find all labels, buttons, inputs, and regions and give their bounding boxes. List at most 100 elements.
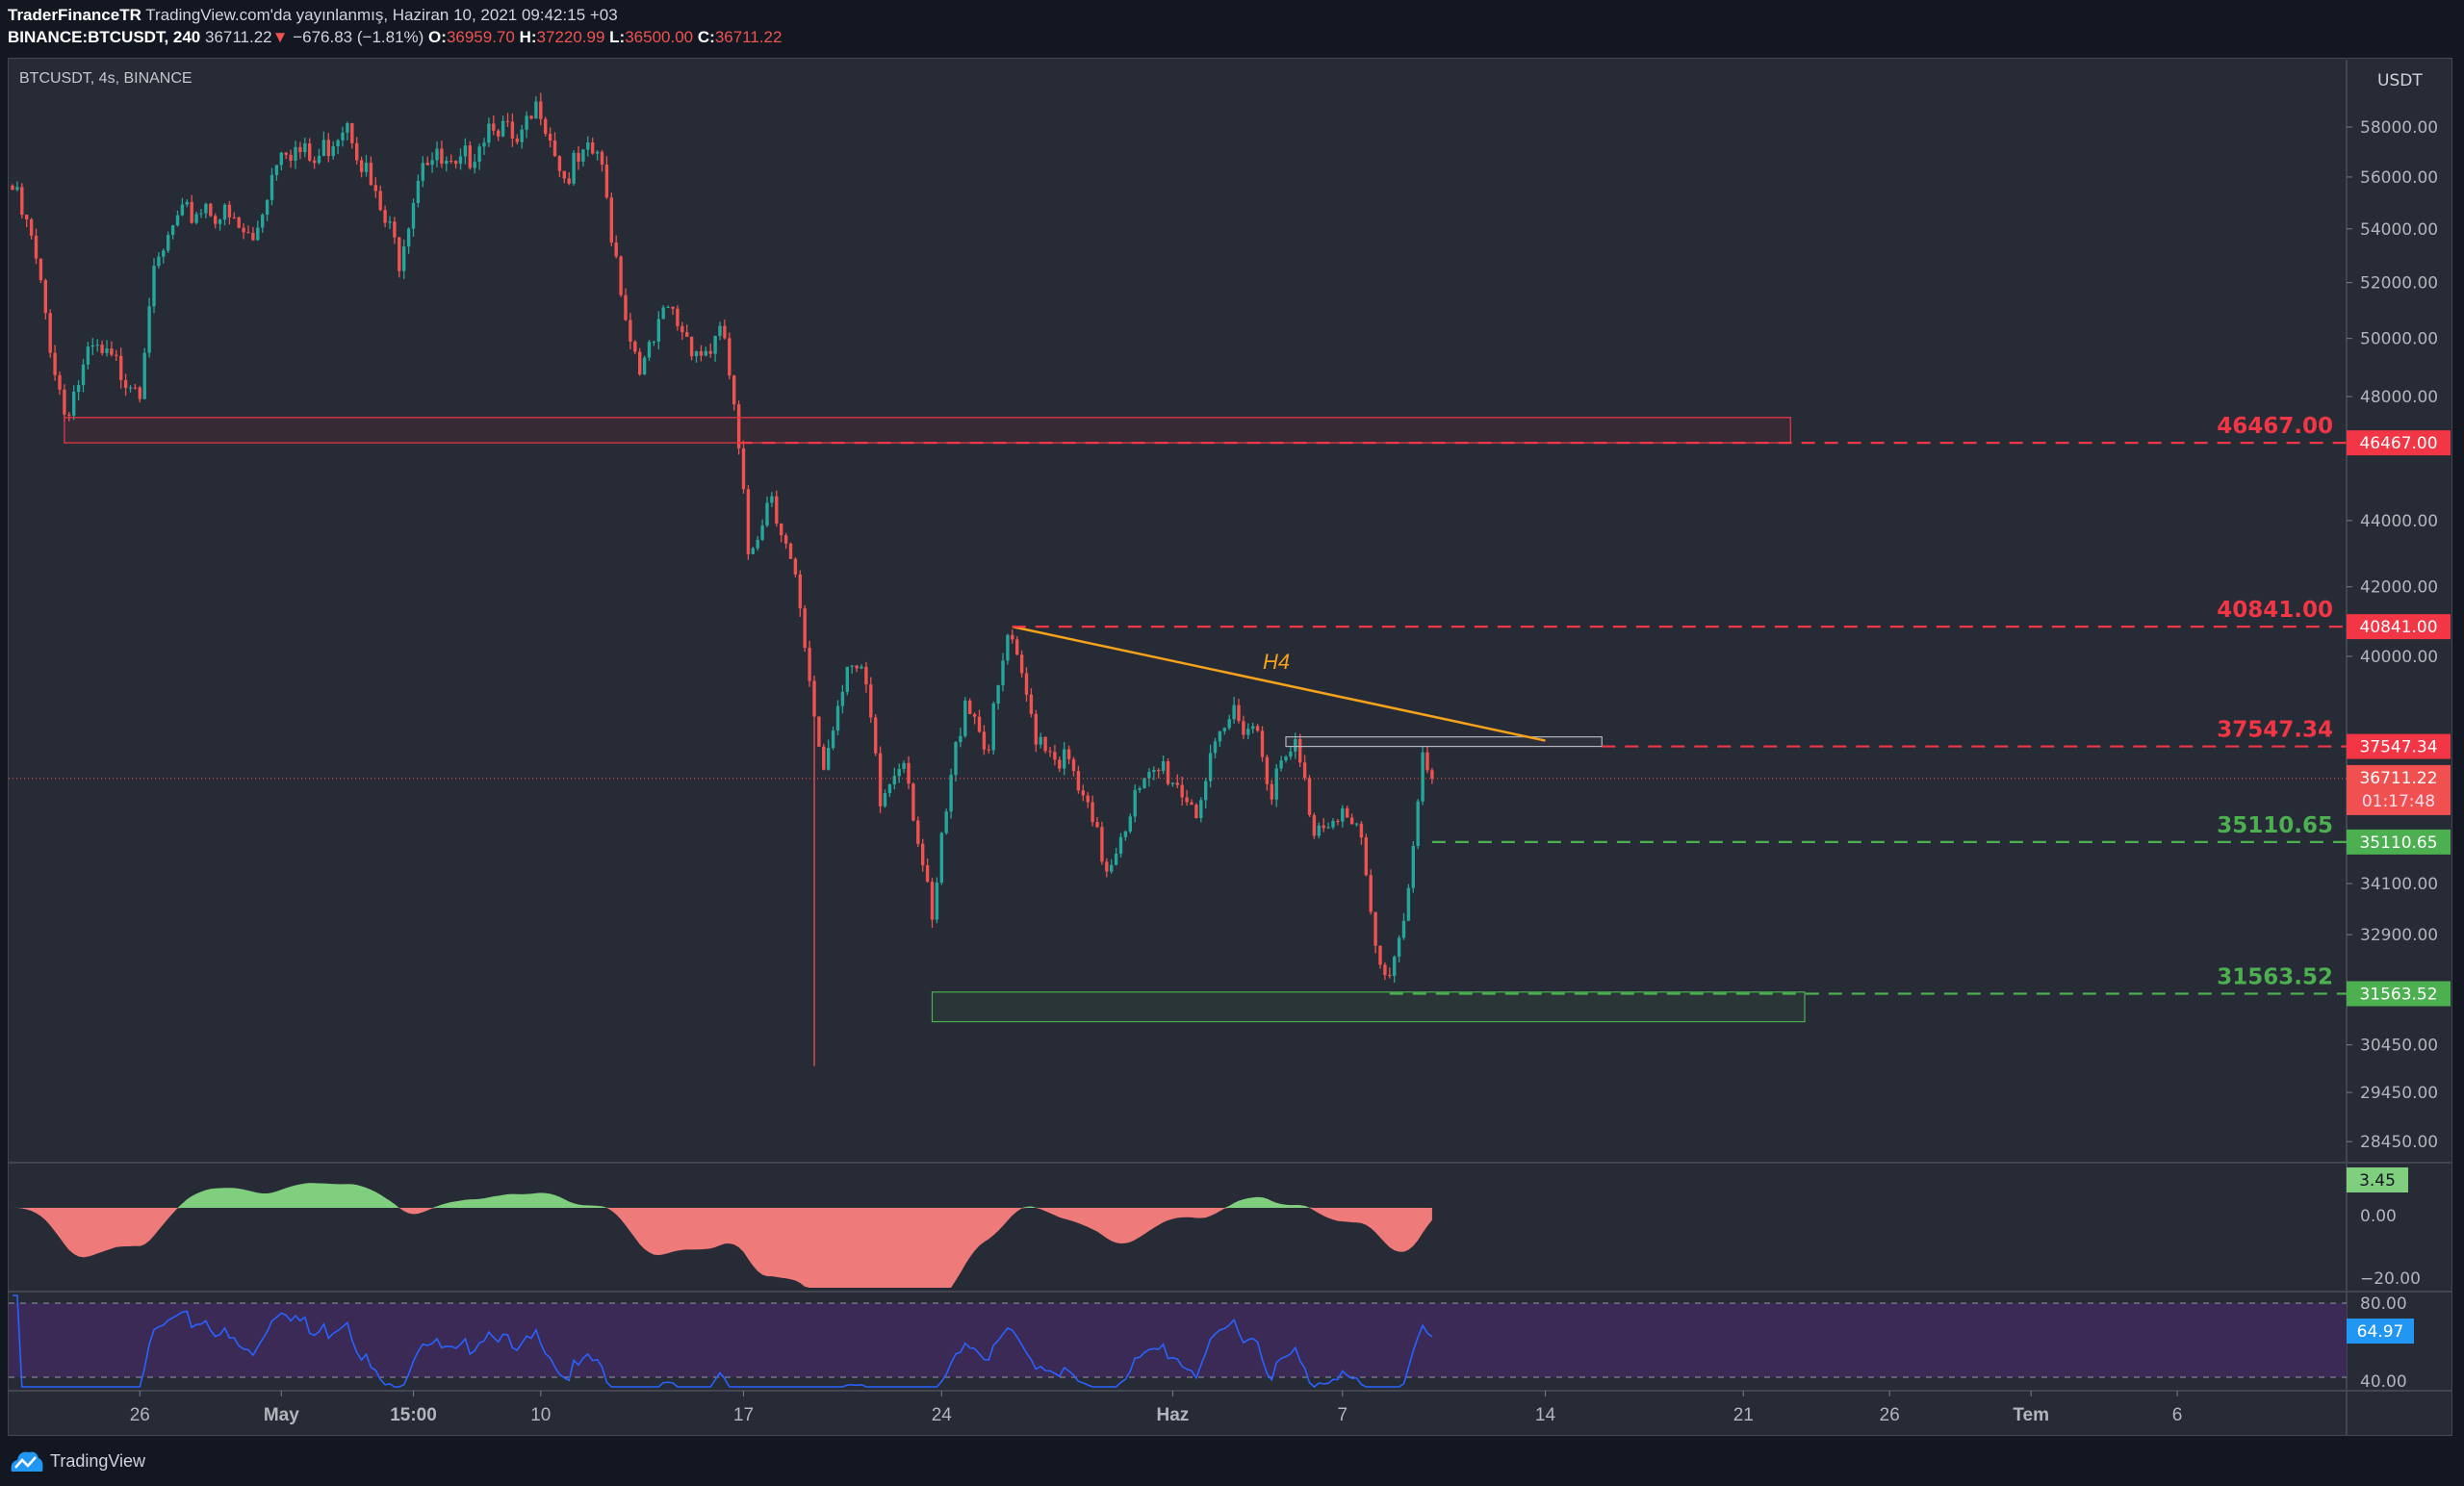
price-tick-label: 56000.00 [2360, 168, 2438, 188]
candle-body [1260, 730, 1265, 757]
time-tick-label: May [264, 1405, 299, 1425]
current-price-tag [2347, 764, 2451, 815]
candle-body [1204, 781, 1208, 801]
currency-label: USDT [2377, 71, 2423, 90]
time-tick-label: 10 [530, 1405, 551, 1425]
candle-body [921, 843, 925, 866]
candle-body [279, 152, 283, 166]
price-tick-label: 48000.00 [2360, 388, 2438, 407]
candle-body [20, 187, 24, 216]
candle-body [393, 221, 397, 238]
candle-body [1307, 778, 1312, 815]
footer-brand[interactable]: TradingView [50, 1450, 146, 1471]
candle-body [138, 387, 141, 399]
candle-body [1066, 749, 1071, 759]
candle-body [633, 341, 637, 352]
candle-body [1279, 760, 1283, 769]
candle-body [647, 342, 652, 358]
candle-body [1378, 945, 1382, 965]
level-label: 31563.52 [2217, 964, 2333, 989]
candle-body [435, 148, 439, 161]
candle-body [308, 142, 312, 161]
candle-body [1175, 782, 1179, 785]
candle-body [355, 142, 359, 161]
candle-body [996, 684, 1000, 704]
candle-body [515, 138, 519, 142]
candle-body [949, 775, 953, 812]
candle-body [497, 130, 500, 137]
candle-body [1138, 788, 1142, 790]
candle-body [704, 350, 707, 356]
price-tick-label: 28450.00 [2360, 1133, 2438, 1152]
candle-body [1053, 752, 1057, 760]
candle-body [708, 350, 712, 354]
time-tick-label: Haz [1157, 1405, 1190, 1425]
rsi-tick-label: 40.00 [2360, 1372, 2407, 1392]
candle-body [15, 187, 19, 191]
candle-body [798, 574, 802, 609]
candle-body [378, 191, 382, 211]
candle-body [1222, 728, 1226, 731]
candle-body [1110, 864, 1114, 872]
close-label: C: [697, 28, 715, 46]
open-value: 36959.70 [446, 28, 515, 46]
rsi-value: 64.97 [2357, 1322, 2404, 1342]
candle-body [505, 120, 510, 122]
candle-body [577, 152, 580, 162]
candle-body [1063, 749, 1066, 769]
candle-body [783, 535, 788, 544]
candle-body [199, 213, 203, 215]
candle-body [303, 142, 307, 153]
candle-body [421, 163, 424, 181]
candle-body [817, 716, 821, 747]
candle-body [874, 717, 878, 754]
time-tick-label: 21 [1733, 1405, 1754, 1425]
candle-body [289, 154, 293, 161]
candle-body [892, 776, 896, 785]
candle-body [656, 319, 660, 343]
price-tick-label: 44000.00 [2360, 512, 2438, 531]
candle-body [274, 165, 279, 175]
candle-body [440, 148, 444, 165]
price-tick-label: 29450.00 [2360, 1084, 2438, 1103]
time-tick-label: Tem [2013, 1405, 2049, 1425]
osc-tick-label: 0.00 [2360, 1207, 2397, 1226]
candle-body [1383, 964, 1387, 976]
author-name[interactable]: TraderFinanceTR [8, 6, 141, 24]
candle-body [780, 523, 783, 536]
candle-body [968, 700, 972, 715]
price-tag [2347, 829, 2451, 855]
candle-body [765, 502, 769, 526]
candle-body [1019, 654, 1024, 674]
candle-body [204, 203, 208, 214]
candle-body [1246, 729, 1250, 735]
candle-body [1128, 816, 1132, 832]
candle-body [902, 762, 906, 770]
candle-body [1317, 825, 1321, 836]
candle-body [453, 161, 458, 165]
candle-body [123, 379, 128, 389]
low-label: L: [609, 28, 626, 46]
candle-body [1105, 861, 1109, 872]
time-tick-label: 6 [2172, 1405, 2183, 1425]
candle-body [855, 665, 859, 669]
candle-body [1170, 782, 1175, 784]
candle-body [463, 145, 468, 157]
countdown-label: 01:17:48 [2362, 792, 2435, 811]
candle-body [680, 325, 684, 333]
candle-body [510, 121, 515, 139]
candle-body [808, 647, 811, 681]
candle-body [629, 320, 632, 342]
candle-body [298, 146, 302, 153]
ohlc-bar: BINANCE:BTCUSDT, 240 36711.22▼ −676.83 (… [8, 28, 782, 47]
candle-body [411, 202, 416, 229]
candle-body [1364, 837, 1368, 876]
candle-body [1086, 795, 1090, 803]
candle-body [1100, 827, 1104, 862]
candle-body [128, 387, 133, 389]
candle-body [1302, 762, 1307, 779]
candle-body [157, 256, 161, 267]
candle-body [1284, 756, 1288, 761]
candle-body [180, 204, 185, 216]
